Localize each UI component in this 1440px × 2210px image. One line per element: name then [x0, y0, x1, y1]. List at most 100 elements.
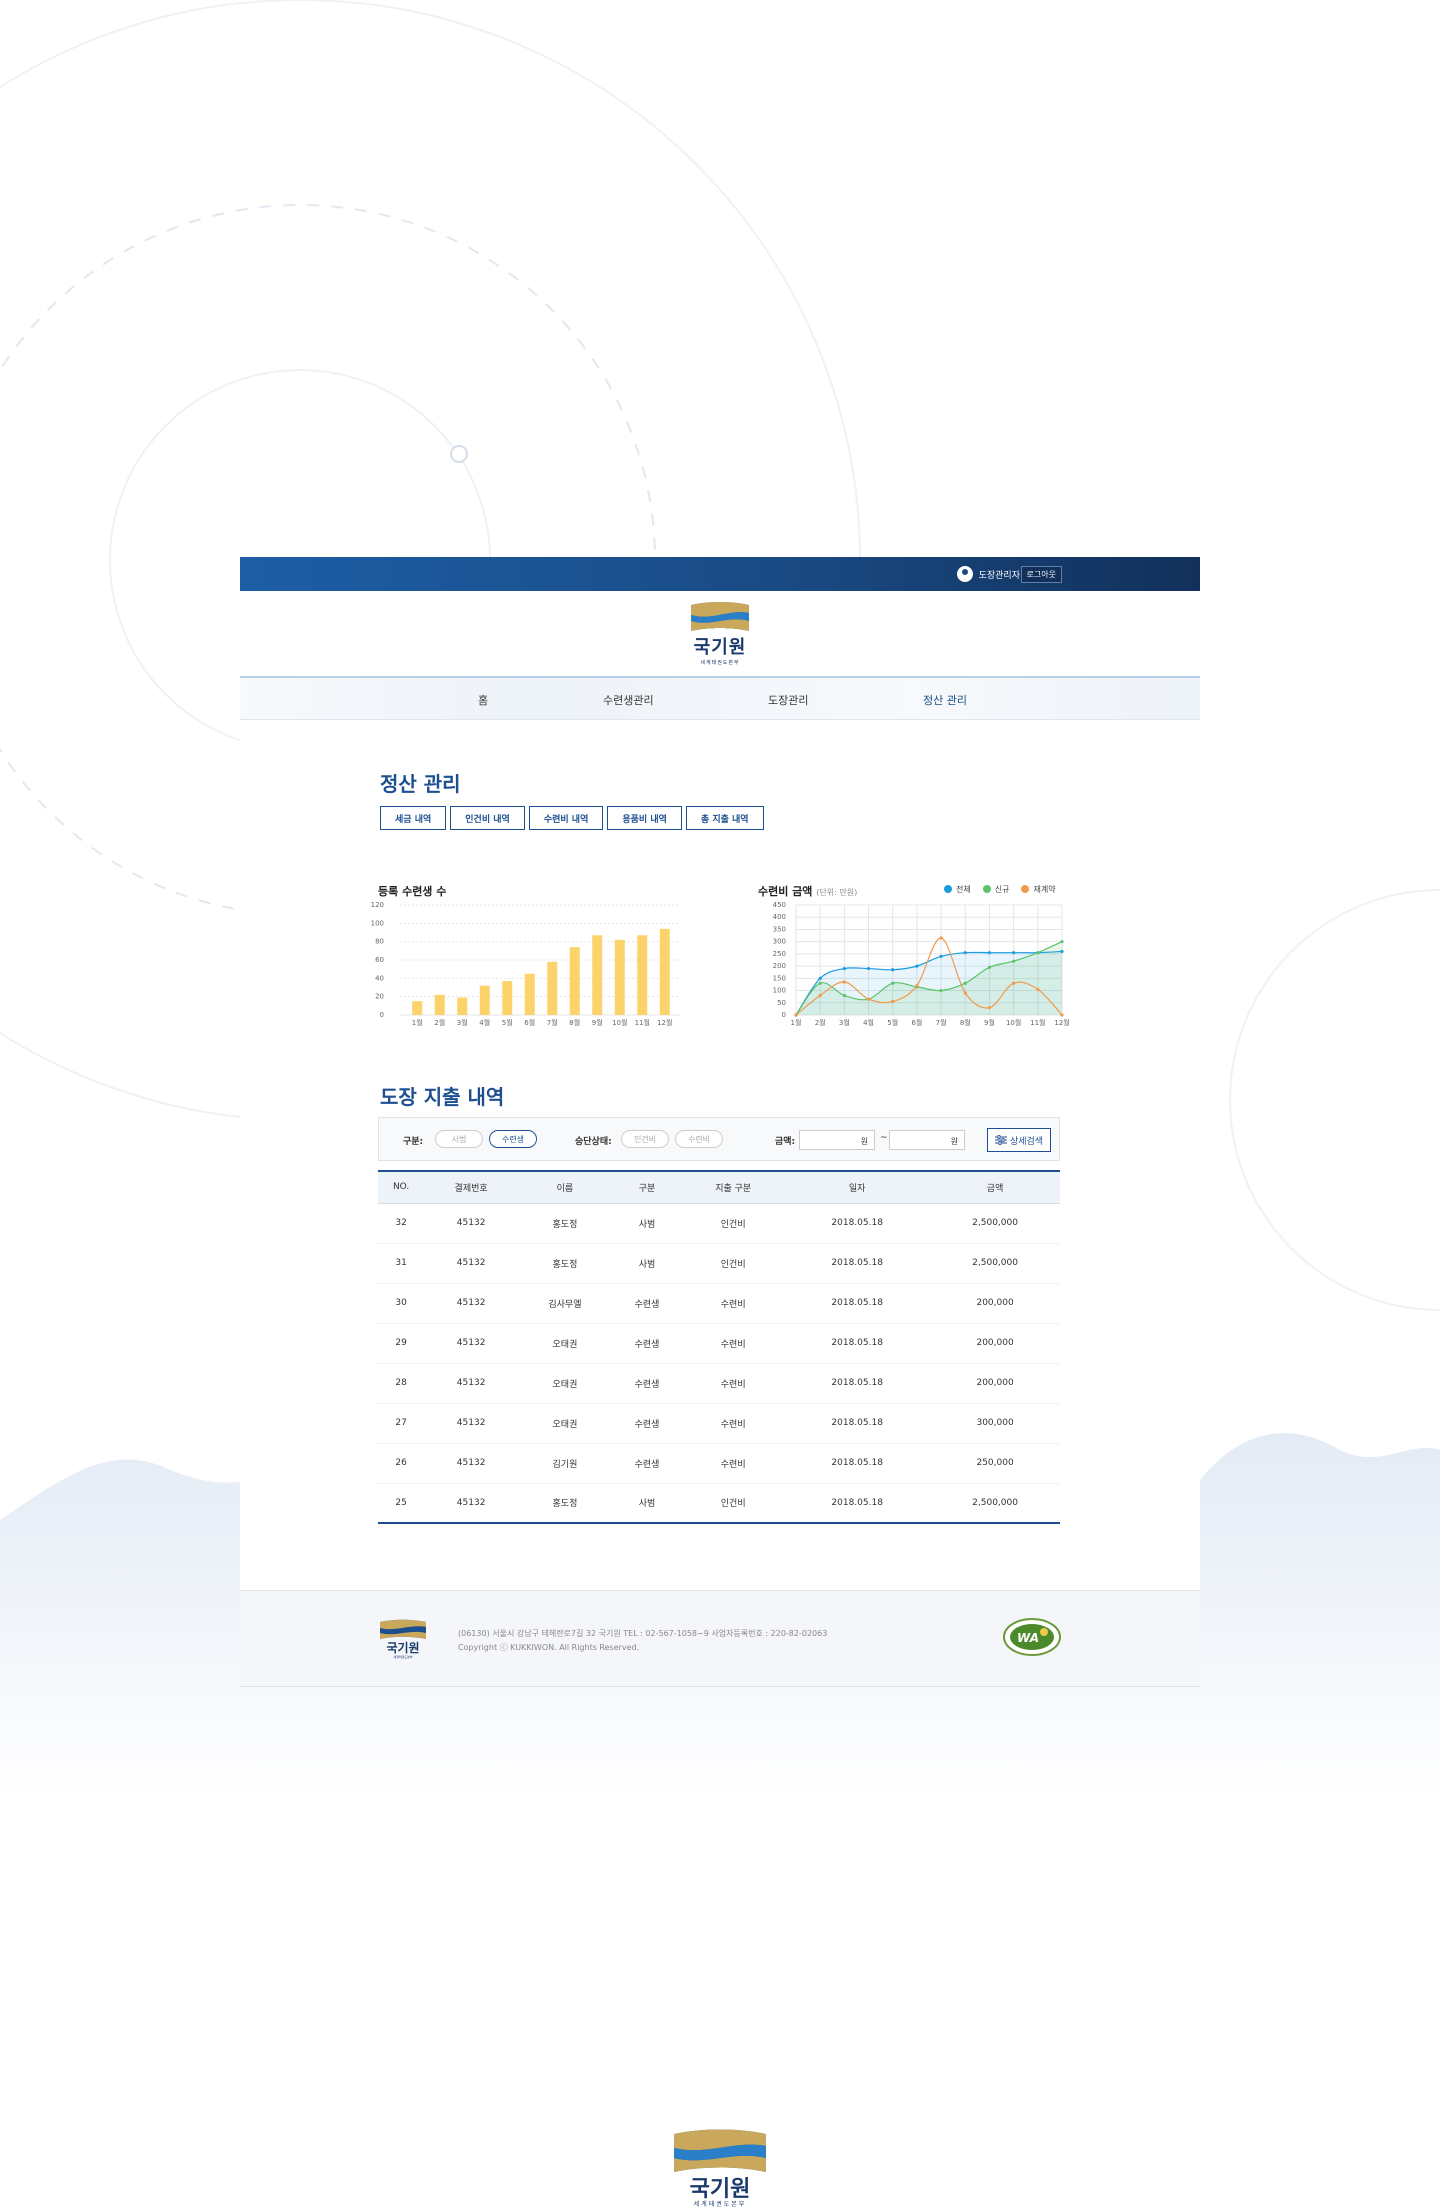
table-cell: 28: [378, 1363, 425, 1404]
nav-item-settlement[interactable]: 정산 관리: [923, 694, 967, 707]
data-point: [891, 981, 895, 985]
column-header[interactable]: 구분: [611, 1170, 683, 1204]
table-row[interactable]: 30 45132 김사무엘 수련생 수련비 2018.05.18 200,000: [378, 1283, 1060, 1324]
data-point: [1012, 951, 1016, 955]
bar: [659, 928, 670, 1015]
status-option-labor[interactable]: 인건비: [621, 1130, 669, 1148]
data-point: [891, 999, 895, 1004]
legend-label-new: 신규: [994, 885, 1010, 894]
table-cell: 인건비: [682, 1203, 785, 1244]
x-tick-label: 2월: [815, 1018, 826, 1027]
table-row[interactable]: 31 45132 홍도정 사범 인건비 2018.05.18 2,500,000: [378, 1243, 1060, 1284]
column-header[interactable]: 결제번호: [424, 1170, 519, 1204]
column-header[interactable]: 이름: [518, 1170, 612, 1204]
table-row[interactable]: 29 45132 오태권 수련생 수련비 2018.05.18 200,000: [378, 1323, 1060, 1364]
expenses-title: 도장 지출 내역: [380, 1085, 505, 1109]
table-cell: 2018.05.18: [784, 1483, 931, 1524]
legend-dot-icon: [944, 885, 952, 893]
data-point: [939, 988, 943, 993]
table-cell: 김기원: [518, 1443, 612, 1484]
footer-logo-emblem-icon: 국기원 세계태권도본부: [380, 1619, 426, 1659]
legend-item-new: 신규: [982, 884, 1010, 895]
y-tick-label: 150: [773, 974, 786, 982]
footer-logo[interactable]: 국기원 세계태권도본부: [378, 1619, 428, 1663]
table-row[interactable]: 28 45132 오태권 수련생 수련비 2018.05.18 200,000: [378, 1363, 1060, 1404]
category-option-student[interactable]: 수련생: [489, 1130, 537, 1148]
filter-sliders-icon: [994, 1135, 1007, 1145]
table-cell: 사범: [611, 1203, 683, 1244]
svg-text:세계태권도본부: 세계태권도본부: [393, 1654, 413, 1659]
tab-supplies[interactable]: 용품비 내역: [607, 806, 682, 830]
x-tick-label: 9월: [592, 1018, 603, 1027]
table-cell: 32: [378, 1203, 425, 1244]
table-row[interactable]: 32 45132 홍도정 사범 인건비 2018.05.18 2,500,000: [378, 1203, 1060, 1244]
column-header[interactable]: 일자: [784, 1170, 931, 1204]
settlement-tabs: 세금 내역 인건비 내역 수련비 내역 용품비 내역 총 지출 내역: [380, 806, 764, 830]
table-cell: 수련생: [611, 1283, 683, 1324]
tab-labor-cost[interactable]: 인건비 내역: [450, 806, 525, 830]
data-point: [1036, 987, 1040, 991]
x-tick-label: 2월: [434, 1018, 445, 1027]
table-row[interactable]: 25 45132 홍도정 사범 인건비 2018.05.18 2,500,000: [378, 1483, 1060, 1524]
y-tick-label: 100: [371, 919, 384, 927]
column-header[interactable]: 지출 구분: [682, 1170, 785, 1204]
footer-address-block: (06130) 서울시 강남구 테헤란로7길 32 국기원 TEL : 02-5…: [458, 1627, 827, 1655]
table-row[interactable]: 26 45132 김기원 수련생 수련비 2018.05.18 250,000: [378, 1443, 1060, 1484]
nav-item-student-management[interactable]: 수련생관리: [603, 694, 654, 707]
table-cell: 200,000: [930, 1363, 1060, 1404]
bar: [592, 935, 603, 1015]
table-cell: 45132: [424, 1403, 519, 1444]
table-cell: 인건비: [682, 1243, 785, 1284]
data-point: [939, 936, 943, 940]
nav-item-dojang-management[interactable]: 도장관리: [768, 694, 809, 707]
data-point: [818, 993, 822, 998]
data-point: [818, 981, 822, 985]
amount-min-input[interactable]: 원: [799, 1130, 875, 1150]
user-info[interactable]: 도장관리자: [956, 566, 1020, 582]
tab-tax[interactable]: 세금 내역: [380, 806, 447, 830]
x-tick-label: 9월: [984, 1018, 995, 1027]
x-tick-label: 8월: [960, 1018, 971, 1027]
table-cell: 31: [378, 1243, 425, 1284]
y-tick-label: 400: [773, 913, 786, 921]
logout-button[interactable]: 로그아웃: [1020, 566, 1062, 583]
y-tick-label: 50: [777, 999, 786, 1007]
bar: [637, 935, 648, 1015]
table-cell: 홍도정: [518, 1203, 612, 1244]
data-point: [963, 981, 967, 985]
table-cell: 2018.05.18: [784, 1243, 931, 1284]
detail-search-button[interactable]: 상세검색: [987, 1128, 1051, 1152]
tab-tuition[interactable]: 수련비 내역: [528, 806, 604, 830]
table-cell: 45132: [424, 1243, 519, 1284]
amount-max-input[interactable]: 원: [889, 1130, 965, 1150]
svg-text:세계태권도본부: 세계태권도본부: [694, 2200, 747, 2208]
x-tick-label: 7월: [936, 1018, 947, 1027]
legend-label-total: 전체: [956, 885, 971, 894]
tab-total-expense[interactable]: 총 지출 내역: [685, 806, 764, 830]
status-label: 승단상태:: [575, 1137, 612, 1147]
y-tick-label: 0: [380, 1011, 384, 1019]
x-tick-label: 5월: [502, 1018, 513, 1027]
column-header[interactable]: 금액: [930, 1170, 1060, 1204]
column-header[interactable]: NO.: [378, 1170, 425, 1204]
x-tick-label: 11월: [635, 1018, 650, 1027]
data-point: [963, 991, 967, 995]
nav-item-home[interactable]: 홈: [478, 694, 489, 707]
table-cell: 수련생: [611, 1363, 683, 1404]
table-cell: 2018.05.18: [784, 1283, 931, 1324]
status-option-tuition[interactable]: 수련비: [675, 1130, 723, 1148]
data-point: [818, 976, 822, 980]
bar: [502, 981, 513, 1015]
data-point: [1060, 1013, 1064, 1017]
tuition-chart-title-text: 수련비 금액: [758, 885, 813, 898]
data-point: [1060, 949, 1064, 954]
kukkiwon-logo[interactable]: 국기원 세계태권도본부: [689, 601, 751, 666]
bar: [479, 985, 490, 1015]
series-area: [796, 941, 1062, 1015]
main-nav: 홈 수련생관리 도장관리 정산 관리: [240, 676, 1200, 720]
table-header-row: NO. 결제번호 이름 구분 지출 구분 일자 금액: [378, 1170, 1060, 1204]
table-cell: 2018.05.18: [784, 1363, 931, 1404]
x-tick-label: 10월: [612, 1018, 627, 1027]
category-option-instructor[interactable]: 사범: [435, 1130, 483, 1148]
table-row[interactable]: 27 45132 오태권 수련생 수련비 2018.05.18 300,000: [378, 1403, 1060, 1444]
